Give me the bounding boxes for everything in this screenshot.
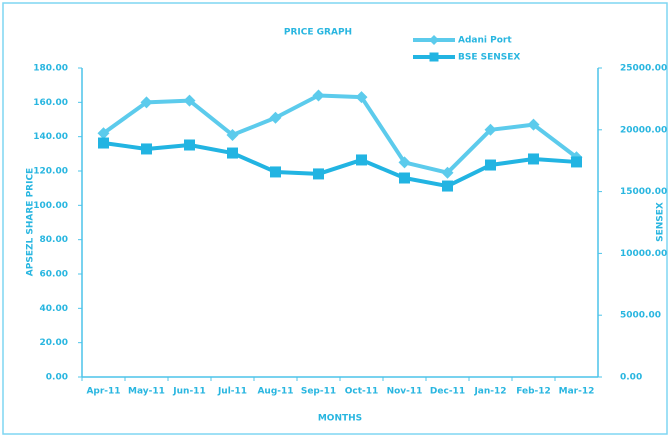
x-tick-label: Jan-12 — [473, 387, 506, 397]
y-tick-label: 0.00 — [46, 373, 68, 383]
x-tick-label: Sep-11 — [301, 387, 336, 397]
legend-label: Adani Port — [458, 36, 512, 46]
x-tick-label: Jul-11 — [217, 387, 247, 397]
x-tick-label: Aug-11 — [257, 387, 293, 397]
series-marker — [140, 96, 153, 109]
y2-tick-label: 10000.00 — [620, 249, 667, 259]
series-marker — [97, 127, 110, 140]
series-marker — [356, 154, 367, 166]
y-tick-label: 20.00 — [40, 338, 68, 348]
y-tick-label: 100.00 — [33, 201, 68, 211]
series-marker — [528, 153, 539, 165]
series-marker — [313, 168, 324, 180]
x-tick-label: Oct-11 — [345, 387, 379, 397]
series-marker — [98, 137, 109, 149]
series-marker — [270, 166, 281, 178]
series-marker — [226, 128, 239, 141]
series-line — [102, 93, 578, 175]
y-tick-label: 80.00 — [40, 235, 68, 245]
series-marker — [527, 118, 540, 131]
y2-tick-label: 25000.00 — [620, 64, 667, 74]
y-tick-label: 40.00 — [40, 304, 68, 314]
series-marker — [227, 147, 238, 159]
series-marker — [184, 139, 195, 151]
y2-tick-label: 15000.00 — [620, 187, 667, 197]
series-marker — [485, 159, 496, 171]
y-tick-label: 60.00 — [40, 270, 68, 280]
series-marker — [442, 180, 453, 192]
series-marker — [312, 89, 325, 102]
series-marker — [571, 156, 582, 168]
series-marker — [399, 172, 410, 184]
y-tick-label: 180.00 — [33, 64, 68, 74]
series-marker — [141, 143, 152, 155]
x-tick-label: Nov-11 — [387, 387, 423, 397]
series-marker — [183, 94, 196, 107]
y-tick-label: 120.00 — [33, 167, 68, 177]
x-tick-label: Dec-11 — [430, 387, 465, 397]
legend-label: BSE SENSEX — [458, 53, 520, 63]
x-tick-label: Feb-12 — [516, 387, 551, 397]
chart-title: PRICE GRAPH — [284, 28, 352, 38]
y-tick-label: 140.00 — [33, 132, 68, 142]
y2-tick-label: 20000.00 — [620, 125, 667, 135]
series-marker — [355, 91, 368, 104]
y-axis-label: APSEZL SHARE PRICE — [26, 168, 36, 276]
legend-marker — [429, 35, 439, 45]
legend-marker — [429, 52, 439, 62]
series-marker — [484, 123, 497, 136]
x-tick-label: Mar-12 — [559, 387, 595, 397]
y2-tick-label: 0.00 — [620, 373, 642, 383]
x-tick-label: Apr-11 — [86, 387, 120, 397]
y-tick-label: 160.00 — [33, 98, 68, 108]
series-marker — [269, 111, 282, 124]
series-marker — [398, 156, 411, 169]
x-tick-label: May-11 — [128, 387, 165, 397]
x-axis-label: MONTHS — [318, 414, 362, 424]
series-line — [103, 141, 577, 189]
x-tick-label: Jun-11 — [172, 387, 205, 397]
series-marker — [441, 166, 454, 179]
y2-axis-label: SENSEX — [656, 202, 666, 242]
y2-tick-label: 5000.00 — [620, 311, 661, 321]
